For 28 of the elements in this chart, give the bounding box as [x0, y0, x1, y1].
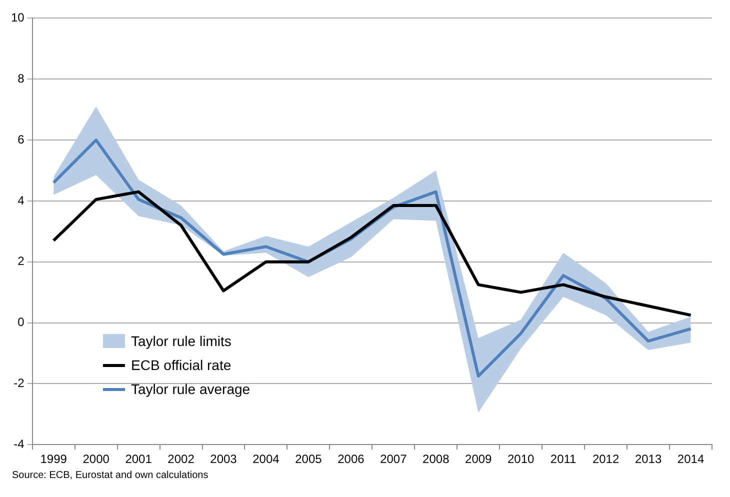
- x-tick-label: 2002: [168, 452, 195, 466]
- legend-label: Taylor rule limits: [131, 333, 232, 349]
- x-tick-label: 2007: [380, 452, 408, 466]
- x-tick-label: 2003: [210, 452, 238, 466]
- y-tick-label: 2: [18, 254, 25, 268]
- y-tick-label: 0: [18, 315, 25, 330]
- y-tick-label: 10: [10, 10, 25, 25]
- x-tick-label: 2009: [465, 452, 492, 466]
- x-tick-label: 2010: [507, 452, 535, 466]
- legend-label: Taylor rule average: [131, 381, 250, 397]
- x-tick-label: 2014: [677, 452, 704, 466]
- x-tick-label: 1999: [40, 452, 68, 466]
- x-tick-label: 2006: [338, 452, 365, 466]
- x-tick-label: 2005: [295, 452, 322, 466]
- y-tick-label: -4: [14, 436, 25, 451]
- x-tick-label: 2012: [592, 452, 620, 466]
- legend-label: ECB official rate: [131, 357, 232, 373]
- y-tick-label: 8: [18, 71, 25, 86]
- x-tick-label: 2000: [82, 452, 110, 466]
- y-tick-label: -2: [14, 376, 25, 390]
- x-tick-label: 2008: [422, 452, 450, 466]
- x-tick-label: 2011: [550, 452, 577, 466]
- x-tick-label: 2013: [634, 452, 662, 466]
- source-note: Source: ECB, Eurostat and own calculations: [12, 470, 210, 481]
- x-tick-label: 2004: [252, 452, 280, 466]
- x-tick-label: 2001: [125, 452, 152, 466]
- y-tick-label: 4: [18, 193, 25, 208]
- y-tick-label: 6: [18, 132, 25, 146]
